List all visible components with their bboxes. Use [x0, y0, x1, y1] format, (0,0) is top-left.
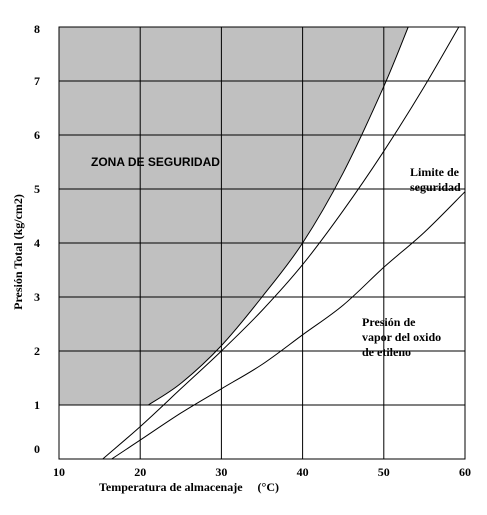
y-tick-5: 5 — [34, 182, 40, 196]
series-line-presion-vapor — [110, 191, 465, 459]
label-vapor-line-3: de etileno — [362, 345, 411, 359]
label-limite-line-1: Limite de — [410, 165, 460, 179]
safety-zone-area — [59, 27, 409, 405]
label-vapor-line-1: Presión de — [362, 315, 416, 329]
x-tick-10: 10 — [53, 465, 65, 479]
x-axis-label: Temperatura de almacenaje — [99, 480, 243, 494]
label-vapor-line-2: vapor del oxido — [362, 330, 441, 344]
x-tick-50: 50 — [378, 465, 390, 479]
y-tick-0: 0 — [34, 442, 40, 456]
label-presion-vapor: Presión de vapor del oxido de etileno — [362, 315, 444, 359]
zone-label: ZONA DE SEGURIDAD — [91, 155, 220, 169]
plot-frame — [58, 26, 466, 460]
series-lines — [101, 27, 465, 459]
y-tick-6: 6 — [34, 128, 40, 142]
x-tick-20: 20 — [134, 465, 146, 479]
x-axis-unit: (°C) — [258, 480, 279, 494]
y-tick-8: 8 — [34, 22, 40, 36]
y-tick-labels: 0 1 2 3 4 5 6 7 8 — [34, 22, 40, 456]
series-line-limite-seguridad — [148, 27, 409, 406]
label-limite-line-2: seguridad — [410, 180, 461, 194]
y-tick-2: 2 — [34, 344, 40, 358]
y-tick-7: 7 — [34, 74, 40, 88]
series-line-intermedia — [101, 27, 460, 459]
x-tick-labels: 10 20 30 40 50 60 — [53, 465, 471, 479]
y-tick-4: 4 — [34, 236, 40, 250]
label-limite-seguridad: Limite de seguridad — [410, 165, 462, 194]
y-axis-title: Presión Total (kg/cm2) — [11, 194, 25, 310]
x-tick-40: 40 — [297, 465, 309, 479]
x-tick-60: 60 — [459, 465, 471, 479]
y-tick-3: 3 — [34, 290, 40, 304]
x-axis-title: Temperatura de almacenaje (°C) — [99, 480, 279, 494]
x-tick-30: 30 — [215, 465, 227, 479]
y-tick-1: 1 — [34, 398, 40, 412]
